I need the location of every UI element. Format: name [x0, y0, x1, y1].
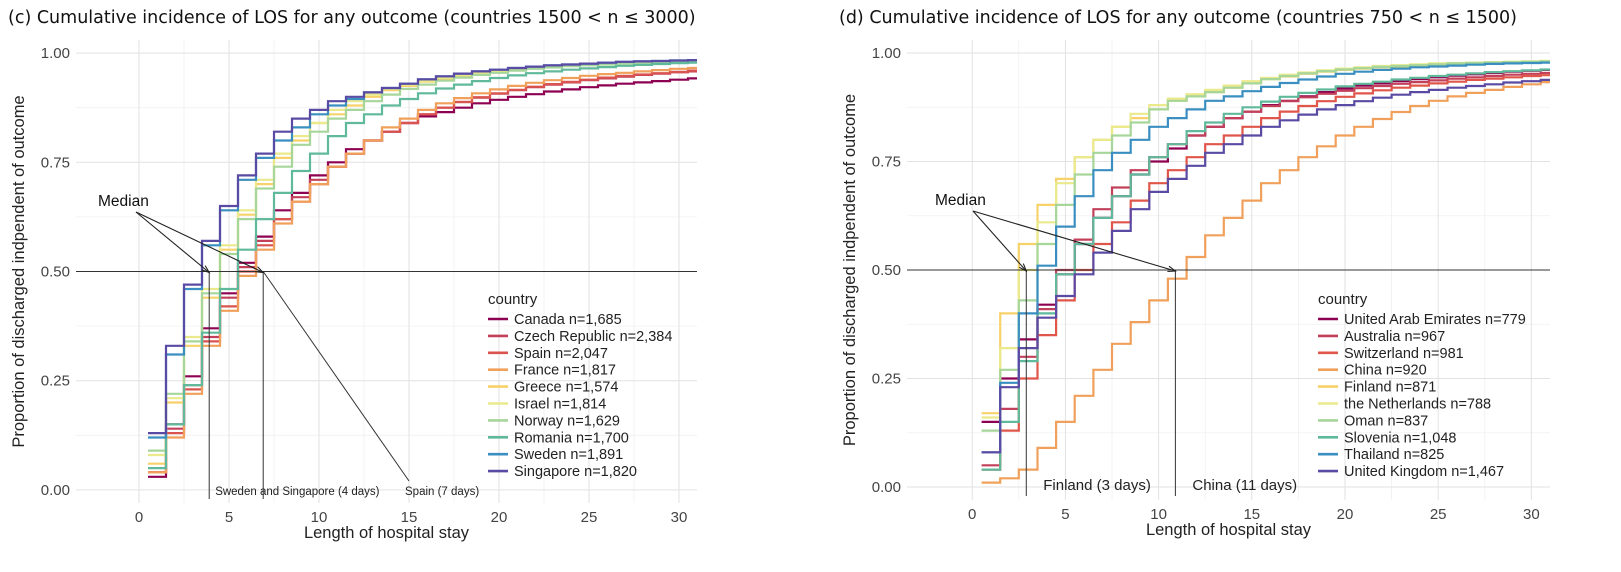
chart-title: (d) Cumulative incidence of LOS for any …: [839, 8, 1517, 28]
legend-item: Canada n=1,685: [514, 312, 622, 328]
series-line: [148, 77, 697, 478]
chart-svg: 0 5 10 15 20 25 30 0.00 0.25 0.50 0.75 1.00 Length o…: [10, 40, 697, 542]
x-tick-label: 25: [1430, 506, 1447, 523]
legend-item: Sweden n=1,891: [514, 447, 623, 463]
median-label: Median: [935, 192, 986, 209]
legend-item: Slovenia n=1,048: [1344, 430, 1456, 446]
median-arrow: [972, 210, 1027, 272]
median-arrow: [972, 210, 1176, 272]
median-annotation: Spain (7 days): [405, 486, 479, 498]
legend-item: Thailand n=825: [1344, 447, 1444, 463]
y-tick-label: 0.50: [41, 264, 70, 281]
x-tick-label: 15: [401, 509, 418, 526]
x-tick-label: 15: [1243, 506, 1260, 523]
median-arrowhead: [255, 266, 265, 274]
legend-item: United Arab Emirates n=779: [1344, 312, 1526, 328]
legend-item: Israel n=1,814: [514, 397, 606, 413]
legend-item: Czech Republic n=2,384: [514, 329, 672, 345]
median-label: Median: [98, 193, 149, 210]
x-tick-label: 20: [1337, 506, 1354, 523]
series-line: [981, 68, 1550, 471]
median-arrowhead: [1167, 265, 1177, 273]
x-axis-label: Length of hospital stay: [304, 524, 470, 542]
chart-title: (c) Cumulative incidence of LOS for any …: [8, 8, 696, 28]
series-line: [981, 78, 1550, 454]
y-tick-label: 0.00: [41, 482, 70, 499]
x-tick-label: 5: [1061, 506, 1069, 523]
y-tick-label: 1.00: [41, 45, 70, 62]
median-leader-line: [262, 271, 410, 482]
series-line: [981, 60, 1550, 432]
x-tick-label: 10: [1150, 506, 1167, 523]
legend-item: Spain n=2,047: [514, 346, 608, 362]
y-tick-label: 1.00: [872, 45, 901, 62]
chart-panel-c: (c) Cumulative incidence of LOS for any …: [0, 0, 790, 572]
median-arrowhead: [201, 265, 211, 274]
series-line: [148, 66, 697, 474]
chart-panel-d: (d) Cumulative incidence of LOS for any …: [831, 0, 1621, 572]
x-tick-label: 30: [1523, 506, 1540, 523]
series-line: [148, 60, 697, 452]
legend-item: Singapore n=1,820: [514, 464, 637, 480]
legend-item: Norway n=1,629: [514, 413, 620, 429]
x-tick-label: 10: [311, 509, 328, 526]
series-line: [148, 59, 697, 435]
legend-item: Finland n=871: [1344, 380, 1436, 396]
y-tick-label: 0.75: [41, 154, 70, 171]
y-tick-label: 0.25: [872, 370, 901, 387]
median-arrowhead: [1018, 263, 1028, 273]
x-tick-label: 0: [968, 506, 976, 523]
median-annotation: Finland (3 days): [1043, 477, 1151, 494]
legend-title: country: [1318, 291, 1368, 308]
y-axis-label: Proportion of discharged indpendent of o…: [10, 95, 28, 447]
series-line: [148, 61, 697, 470]
legend-title: country: [488, 291, 538, 308]
median-annotation: Sweden and Singapore (4 days): [215, 486, 379, 498]
legend-item: United Kingdom n=1,467: [1344, 464, 1504, 480]
x-tick-label: 0: [135, 509, 143, 526]
x-tick-label: 5: [225, 509, 233, 526]
legend-item: France n=1,817: [514, 363, 616, 379]
y-tick-label: 0.50: [872, 262, 901, 279]
legend-item: China n=920: [1344, 363, 1427, 379]
series-line: [981, 61, 1550, 454]
y-axis-label: Proportion of discharged indpendent of o…: [841, 94, 859, 446]
y-tick-label: 0.00: [872, 479, 901, 496]
legend-item: Switzerland n=981: [1344, 346, 1464, 362]
legend-item: Greece n=1,574: [514, 380, 618, 396]
series-line: [981, 71, 1550, 467]
x-tick-label: 30: [671, 509, 688, 526]
legend-item: Australia n=967: [1344, 329, 1445, 345]
series-line: [981, 81, 1550, 484]
median-arrow: [135, 211, 210, 273]
x-tick-label: 20: [491, 509, 508, 526]
median-arrow: [135, 211, 264, 273]
median-annotation: China (11 days): [1192, 477, 1297, 494]
x-tick-label: 25: [581, 509, 598, 526]
legend-item: Romania n=1,700: [514, 430, 629, 446]
y-tick-label: 0.75: [872, 154, 901, 171]
x-axis-label: Length of hospital stay: [1146, 521, 1312, 539]
legend-item: the Netherlands n=788: [1344, 397, 1491, 413]
legend-item: Oman n=837: [1344, 413, 1428, 429]
y-tick-label: 0.25: [41, 373, 70, 390]
chart-svg: 0 5 10 15 20 25 30 0.00 0.25 0.50 0.75 1.00 Length o…: [841, 40, 1550, 539]
